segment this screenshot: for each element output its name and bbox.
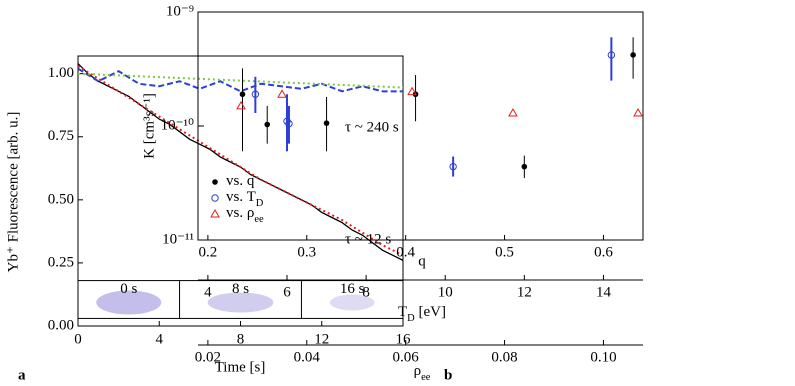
x-tick-label: 16	[396, 331, 412, 347]
y-tick-label: 0.50	[48, 191, 74, 207]
data-line	[77, 67, 403, 93]
x-axis-label-part: [eV]	[415, 304, 446, 320]
x-tick-label: 14	[596, 284, 612, 300]
point	[285, 119, 293, 128]
point	[407, 86, 417, 96]
ion-cloud	[96, 290, 162, 315]
x-tick-label: 12	[314, 331, 329, 347]
x-tick-label: 0.2	[199, 244, 218, 260]
legend-label-part: vs. ρ	[226, 205, 254, 221]
x-tick-label: 0.4	[396, 244, 415, 260]
x-tick-label: 12	[517, 284, 532, 300]
x-axis-label-part: D	[407, 313, 415, 324]
inset-label: 8 s	[232, 281, 249, 297]
point	[633, 108, 643, 117]
x-axis-label: Time [s]	[215, 359, 266, 375]
x-tick-label: 8	[362, 284, 370, 300]
x-tick-label: 0.10	[590, 349, 616, 365]
legend-marker	[212, 179, 218, 185]
point	[236, 100, 246, 110]
x-tick-label: 10	[438, 284, 453, 300]
x-axis-label: TD [eV]	[398, 304, 446, 323]
y-axis-label: K [cm³s⁻¹]	[141, 93, 157, 159]
legend-label-part: ee	[254, 214, 264, 225]
point	[264, 121, 271, 128]
data-line	[77, 65, 404, 257]
inset-label: 16 s	[340, 281, 365, 297]
ion-cloud	[207, 292, 274, 313]
x-tick-label: 4	[156, 331, 164, 347]
inset-frame	[77, 280, 404, 319]
x-tick-label: 0.5	[495, 244, 514, 260]
annotation: τ ~ 240 s	[345, 119, 399, 135]
legend-label-part: D	[256, 198, 264, 209]
panel-label: a	[18, 367, 26, 383]
data-line	[77, 72, 404, 89]
inset-label: 0 s	[120, 281, 137, 297]
legend-label-part: vs. q	[226, 173, 255, 189]
x-tick-label: 0.08	[491, 349, 517, 365]
x-axis-label: q	[418, 253, 426, 269]
plot-frame	[197, 11, 644, 241]
panel-label: b	[444, 367, 452, 383]
x-tick-label: 0.3	[297, 244, 316, 260]
legend-marker	[210, 208, 220, 218]
x-tick-label: 0.06	[393, 349, 420, 365]
legend-marker	[211, 194, 219, 202]
x-tick-label: 6	[283, 284, 291, 300]
ion-cloud	[329, 294, 375, 311]
x-axis-label-part: T	[398, 304, 407, 320]
point	[323, 120, 330, 126]
point	[277, 89, 287, 98]
legend-label-part: vs. T	[226, 189, 256, 205]
legend-label: vs. TD	[226, 189, 264, 208]
point	[630, 52, 636, 58]
y-tick-label: 10⁻¹⁰	[161, 117, 194, 133]
x-tick-label: 0.04	[294, 349, 321, 365]
x-tick-label: 8	[237, 331, 245, 347]
x-tick-label: 0.6	[594, 244, 613, 260]
y-axis-label: Yb⁺ Fluorescence [arb. u.]	[5, 112, 21, 273]
point	[607, 51, 616, 59]
y-tick-label: 0.75	[48, 128, 74, 144]
x-axis-label-part: ee	[421, 372, 431, 383]
legend-label: vs. q	[226, 173, 255, 189]
legend-label: vs. ρee	[226, 205, 264, 224]
point	[521, 163, 528, 170]
y-tick-label: 10⁻⁹	[166, 3, 194, 19]
point	[283, 117, 291, 125]
point	[239, 91, 246, 98]
y-tick-label: 0.00	[48, 317, 74, 333]
y-tick-label: 10⁻¹¹	[162, 231, 194, 247]
point	[251, 90, 260, 98]
x-tick-label: 4	[204, 284, 212, 300]
y-tick-label: 0.25	[48, 254, 74, 270]
x-axis-label-part: ρ	[414, 363, 422, 379]
point	[449, 162, 457, 171]
point	[508, 108, 518, 117]
y-tick-label: 1.00	[48, 65, 74, 81]
x-tick-label: 0	[74, 331, 82, 347]
x-tick-label: 0.02	[195, 349, 221, 365]
x-axis-label: ρee	[414, 363, 431, 382]
